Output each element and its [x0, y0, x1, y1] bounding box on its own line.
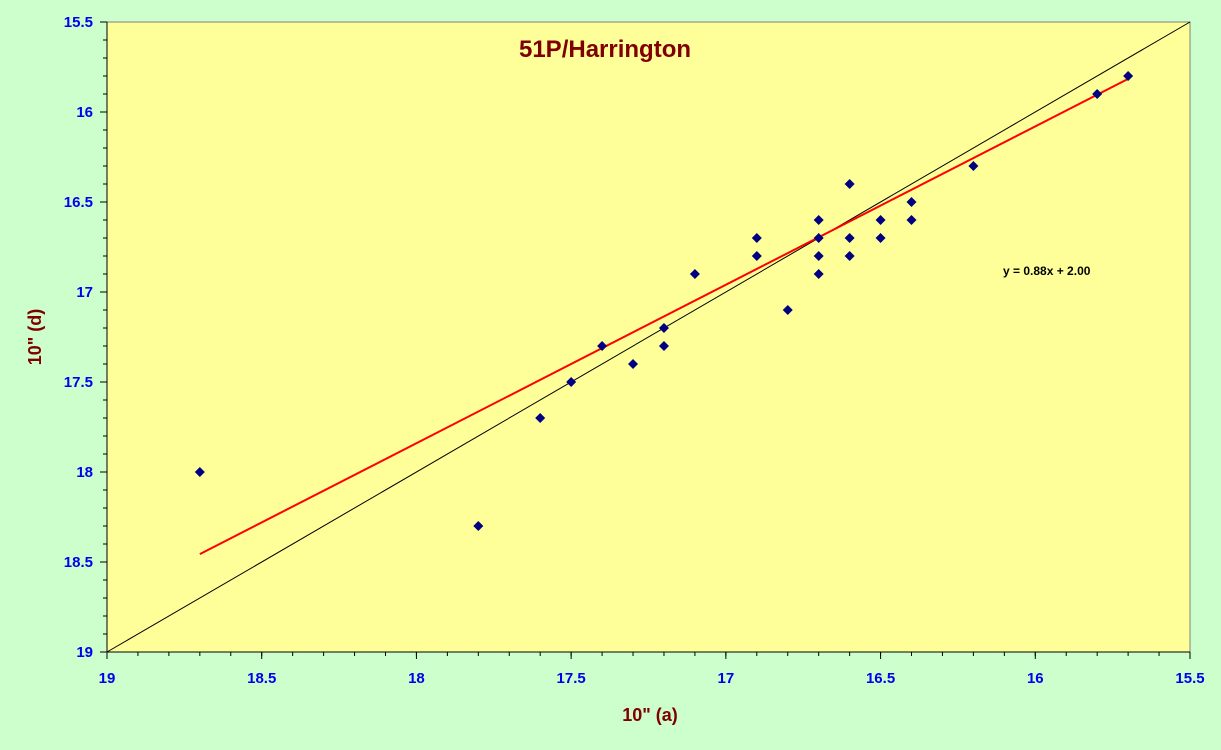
- y-tick-label: 15.5: [64, 14, 93, 31]
- data-point: [844, 251, 855, 261]
- data-point: [473, 521, 484, 531]
- ticks: 19 18.5 18 17.5 17 16.5 16 15.5 15.5 16 16.5 17 17.5…: [64, 14, 1205, 687]
- x-tick-label: 17: [718, 670, 735, 687]
- trendline: [199, 77, 1129, 555]
- y-axis-title: 10" (d): [25, 309, 45, 366]
- data-point: [782, 305, 793, 315]
- data-point: [194, 467, 205, 477]
- data-point: [968, 161, 979, 171]
- y-tick-label: 18.5: [64, 554, 93, 571]
- x-tick-label: 16: [1027, 670, 1044, 687]
- data-point: [689, 269, 700, 279]
- data-point: [813, 215, 824, 225]
- data-point: [813, 233, 824, 243]
- y-tick-label: 16.5: [64, 194, 93, 211]
- data-point: [658, 323, 669, 333]
- data-point: [844, 179, 855, 189]
- y-tick-label: 18: [76, 464, 93, 481]
- data-points: [194, 71, 1134, 531]
- x-tick-label: 18.5: [247, 670, 276, 687]
- data-point: [813, 251, 824, 261]
- axes: [106, 22, 1190, 653]
- data-point: [875, 215, 886, 225]
- data-point: [813, 269, 824, 279]
- x-tick-label: 15.5: [1175, 670, 1204, 687]
- x-tick-label: 16.5: [866, 670, 895, 687]
- y-tick-label: 17: [76, 284, 93, 301]
- y-tick-label: 17.5: [64, 374, 93, 391]
- y-tick-label: 19: [76, 644, 93, 661]
- x-tick-label: 18: [408, 670, 425, 687]
- x-tick-label: 19: [99, 670, 116, 687]
- data-point: [751, 233, 762, 243]
- data-point: [751, 251, 762, 261]
- y-tick-label: 16: [76, 104, 93, 121]
- data-point: [906, 197, 917, 207]
- data-point: [535, 413, 546, 423]
- reference-line: [106, 21, 1191, 653]
- lines: [106, 21, 1191, 653]
- data-point: [1092, 89, 1103, 99]
- data-point: [844, 233, 855, 243]
- x-tick-label: 17.5: [557, 670, 586, 687]
- chart-title: 51P/Harrington: [519, 36, 691, 63]
- data-point: [597, 341, 608, 351]
- data-point: [1123, 71, 1134, 81]
- data-point: [628, 359, 639, 369]
- data-point: [875, 233, 886, 243]
- trendline-equation: y = 0.88x + 2.00: [1003, 264, 1091, 278]
- data-point: [658, 341, 669, 351]
- data-point: [566, 377, 577, 387]
- data-point: [906, 215, 917, 225]
- x-axis-title: 10" (a): [622, 705, 678, 725]
